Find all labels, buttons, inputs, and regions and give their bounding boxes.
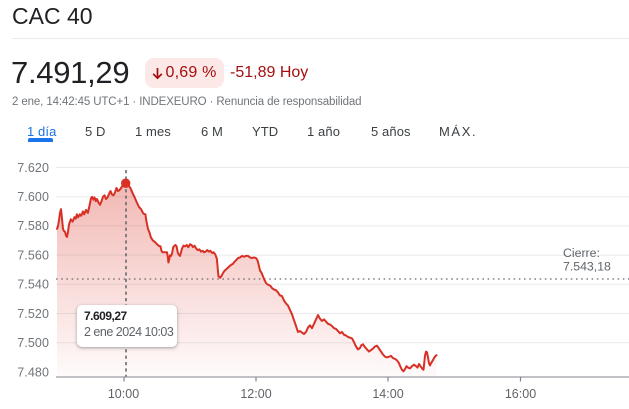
svg-text:7.560: 7.560 — [17, 248, 49, 262]
svg-text:7.580: 7.580 — [17, 219, 49, 233]
svg-text:12:00: 12:00 — [240, 387, 271, 401]
svg-text:7.620: 7.620 — [17, 161, 49, 175]
svg-text:7.500: 7.500 — [17, 336, 49, 350]
svg-text:16:00: 16:00 — [505, 387, 536, 401]
svg-text:Cierre:: Cierre: — [563, 246, 600, 260]
svg-text:7.520: 7.520 — [17, 307, 49, 321]
svg-text:10:00: 10:00 — [108, 387, 139, 401]
svg-text:7.543,18: 7.543,18 — [563, 260, 611, 274]
svg-text:14:00: 14:00 — [372, 387, 403, 401]
svg-text:7.600: 7.600 — [17, 190, 49, 204]
svg-text:7.480: 7.480 — [17, 366, 49, 380]
svg-text:7.540: 7.540 — [17, 278, 49, 292]
